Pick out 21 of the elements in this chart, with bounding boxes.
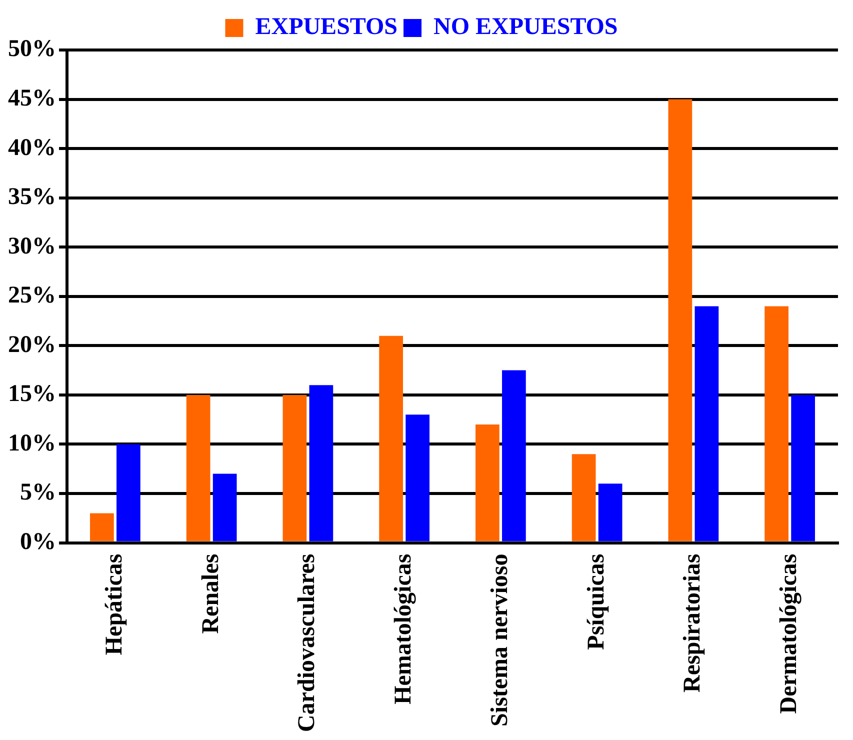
x-tick-label: Hepáticas (101, 554, 128, 656)
legend-label: EXPUESTOS (255, 14, 398, 40)
y-tick-label: 35% (8, 184, 56, 210)
y-tick-label: 50% (8, 36, 56, 62)
y-tick-label: 15% (8, 381, 56, 408)
x-tick-label: Psíquicas (583, 554, 610, 650)
legend-label: NO EXPUESTOS (434, 14, 618, 40)
y-tick-label: 5% (20, 480, 56, 506)
y-tick-label: 45% (8, 85, 56, 112)
y-tick-label: 40% (8, 134, 56, 161)
x-tick-label: Renales (198, 554, 224, 634)
y-tick-label: 0% (20, 528, 56, 555)
x-tick-label: Cardiovasculares (294, 554, 320, 732)
x-tick-label: Sistema nervioso (486, 554, 513, 726)
x-tick-label: Hematológicas (390, 554, 417, 704)
y-tick-label: 20% (8, 332, 56, 358)
y-tick-label: 10% (8, 430, 56, 456)
y-tick-label: 30% (8, 233, 56, 260)
y-tick-label: 25% (8, 282, 56, 309)
x-tick-label: Respiratorias (680, 554, 706, 692)
x-tick-label: Dermatológicas (776, 554, 802, 714)
